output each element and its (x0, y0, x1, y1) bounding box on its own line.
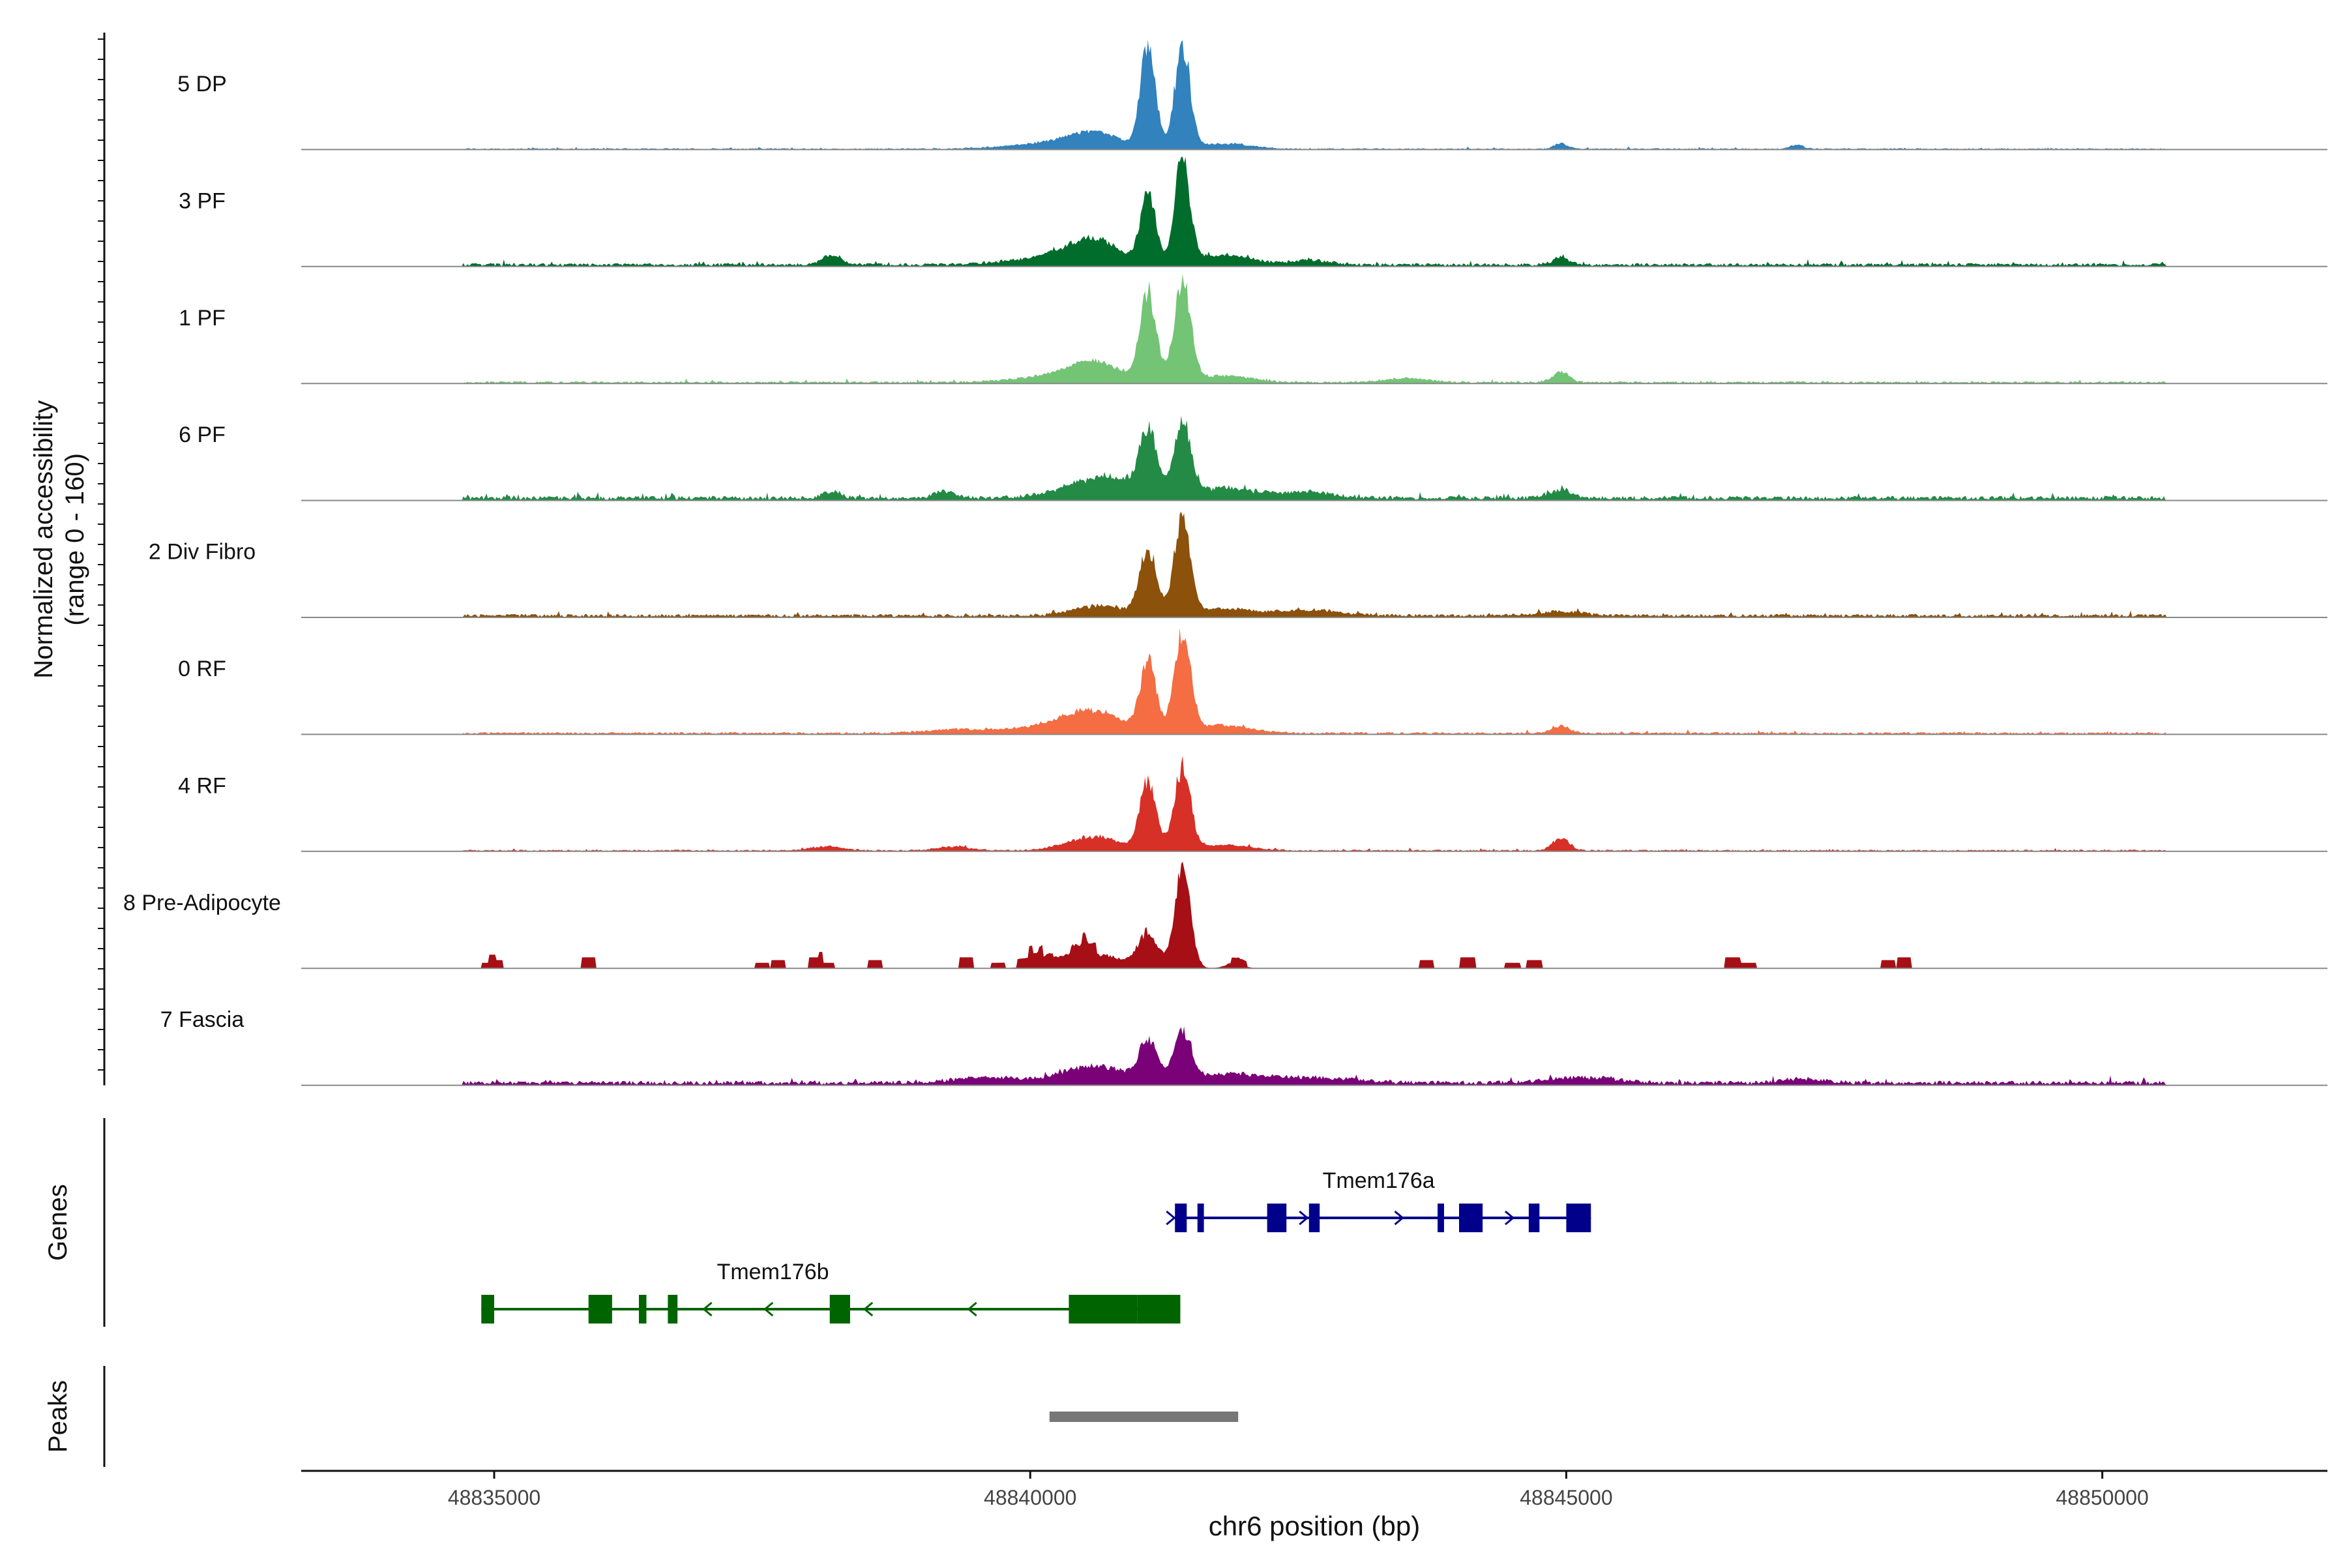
strand-arrow-Tmem176b-3 (967, 1301, 977, 1317)
strand-arrow-Tmem176a-0 (1166, 1210, 1176, 1226)
exon-Tmem176a-3 (1308, 1204, 1320, 1232)
exon-Tmem176b-1 (588, 1295, 612, 1324)
x-tick-label-2: 48845000 (1520, 1486, 1612, 1509)
axes: Normalized accessibility (range 0 - 160) G… (29, 33, 2327, 1541)
exon-Tmem176a-1 (1197, 1204, 1204, 1232)
coverage-area-4 (301, 511, 2327, 617)
exon-Tmem176b-3 (668, 1295, 678, 1324)
coverage-area-1 (301, 156, 2327, 267)
gene-panel: Tmem176a Tmem176b (481, 1168, 1591, 1324)
track-label-4: 2 Div Fibro (149, 540, 256, 565)
exon-Tmem176a-0 (1175, 1204, 1187, 1232)
track-label-5: 0 RF (178, 657, 226, 681)
strand-arrow-Tmem176b-0 (702, 1301, 713, 1317)
strand-arrow-Tmem176a-3 (1504, 1210, 1515, 1226)
gene-label-Tmem176b: Tmem176b (717, 1260, 829, 1284)
exon-Tmem176a-7 (1566, 1204, 1591, 1232)
coverage-area-8 (301, 1026, 2327, 1086)
x-tick-label-3: 48850000 (2056, 1486, 2148, 1509)
coverage-area-0 (301, 40, 2327, 150)
genes-panel-label: Genes (44, 1184, 72, 1261)
strand-arrow-Tmem176a-1 (1299, 1210, 1309, 1226)
coverage-area-5 (301, 628, 2327, 735)
x-tick-label-1: 48840000 (984, 1486, 1076, 1509)
track-label-2: 1 PF (179, 306, 226, 331)
track-label-6: 4 RF (178, 773, 226, 798)
exon-Tmem176a-5 (1459, 1204, 1483, 1232)
exon-Tmem176b-4 (829, 1295, 850, 1324)
y-axis-label-line2: (range 0 - 160) (61, 453, 89, 626)
x-tick-label-0: 48835000 (448, 1486, 540, 1509)
strand-arrow-Tmem176b-2 (763, 1301, 774, 1317)
exon-Tmem176b-2 (639, 1295, 647, 1324)
gene-label-Tmem176a: Tmem176a (1323, 1168, 1435, 1193)
peak-region-0 (1049, 1412, 1239, 1422)
track-label-0: 5 DP (177, 72, 227, 96)
track-label-1: 3 PF (179, 188, 226, 213)
exon-Tmem176a-4 (1438, 1204, 1444, 1232)
coverage-area-6 (301, 756, 2327, 851)
track-label-7: 8 Pre-Adipocyte (123, 891, 281, 915)
x-axis-label: chr6 position (bp) (1209, 1511, 1421, 1541)
exon-Tmem176a-2 (1267, 1204, 1287, 1232)
track-label-3: 6 PF (179, 422, 226, 447)
strand-arrow-Tmem176a-2 (1394, 1210, 1404, 1226)
exon-Tmem176b-6 (1137, 1295, 1181, 1324)
exon-Tmem176b-5 (1069, 1295, 1138, 1324)
coverage-tracks: 5 DP 3 PF 1 PF 6 PF 2 Div Fibro 0 RF 4 RF 8 Pre… (123, 40, 2327, 1086)
exon-Tmem176b-0 (481, 1295, 494, 1324)
track-label-8: 7 Fascia (160, 1007, 244, 1032)
coverage-area-7 (301, 861, 2327, 969)
exon-Tmem176a-6 (1528, 1204, 1540, 1232)
peaks-panel-label: Peaks (44, 1380, 72, 1453)
strand-arrow-Tmem176b-1 (863, 1301, 874, 1317)
coverage-area-3 (301, 415, 2327, 501)
y-axis-label-line1: Normalized accessibility (29, 400, 58, 679)
peak-panel (1049, 1412, 1239, 1422)
coverage-area-2 (301, 274, 2327, 384)
